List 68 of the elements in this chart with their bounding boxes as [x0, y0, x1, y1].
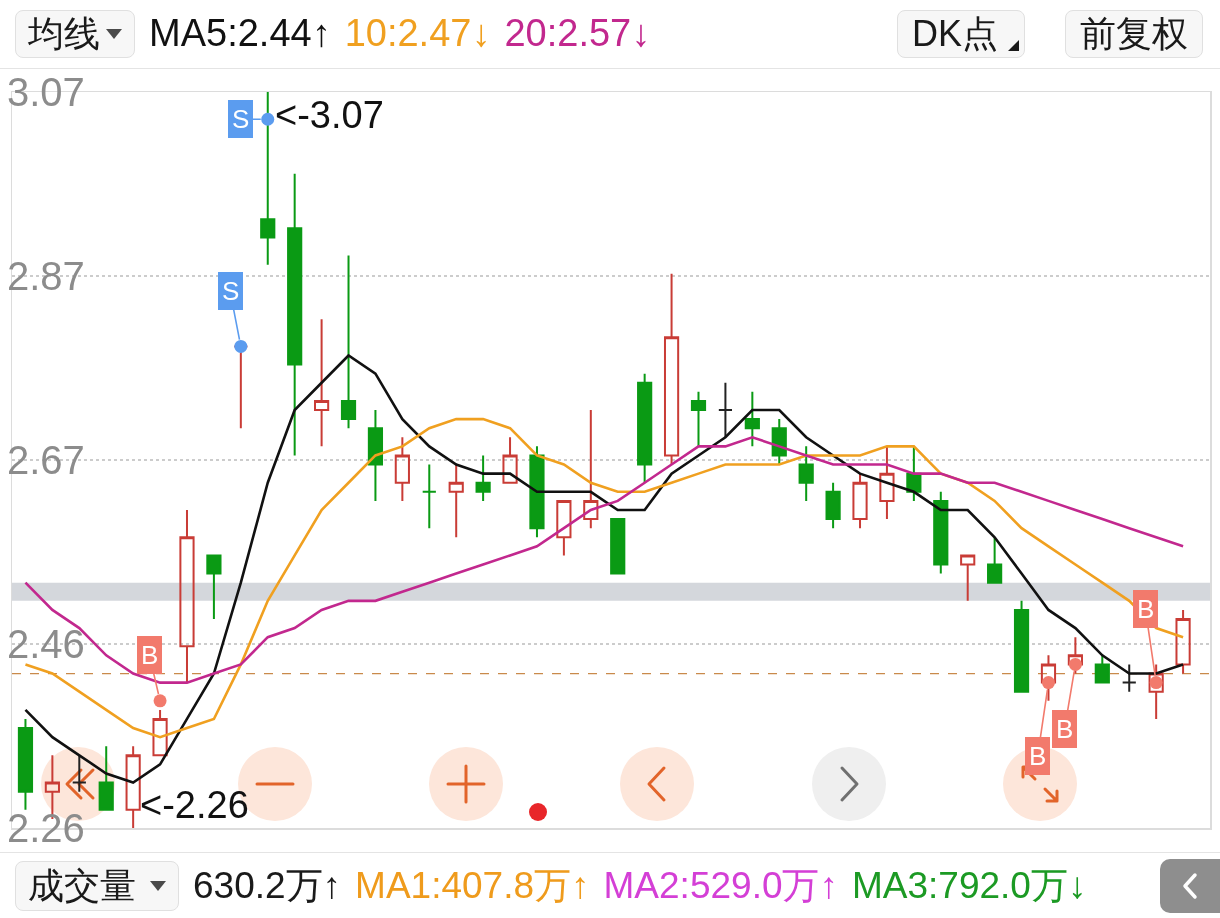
candlestick: [1013, 599, 1030, 693]
dropdown-button: 成交量: [15, 861, 179, 911]
candlestick: [448, 463, 464, 539]
point: [234, 339, 248, 353]
candlestick: [663, 272, 680, 466]
candlestick: [17, 717, 34, 811]
legend-title: 均线: [28, 13, 100, 55]
candlestick: [502, 436, 518, 484]
candlestick: [206, 554, 222, 621]
text: 10:2.47↓: [344, 12, 491, 56]
text: 20:2.57↓: [504, 12, 651, 56]
data-label: B: [1056, 714, 1074, 744]
data-label: S: [232, 104, 250, 134]
candlestick: [340, 254, 357, 430]
point: [1041, 676, 1055, 690]
data-label: B: [141, 640, 159, 670]
data-label: S: [222, 276, 240, 306]
candlestick: [394, 436, 410, 502]
candlestick: [879, 445, 895, 521]
candlestick: [1094, 654, 1110, 684]
candlestick: [152, 708, 168, 757]
candlestick: [933, 490, 949, 575]
point: [261, 112, 275, 126]
button: 前复权: [1065, 10, 1203, 58]
candlestick: [71, 754, 87, 793]
candlestick: [610, 518, 626, 575]
candlestick: [1175, 608, 1191, 675]
text: MA3:792.0万↓: [852, 864, 1087, 908]
candlestick: [367, 409, 384, 502]
candlestick: [744, 390, 760, 448]
candlestick: [556, 499, 572, 557]
candlestick: [798, 445, 814, 502]
y-tick-label: 3.07: [7, 70, 85, 114]
candlestick: [771, 418, 787, 466]
candlestick: [475, 454, 491, 502]
candlestick: [98, 745, 114, 811]
point: [153, 694, 167, 708]
candlestick: [529, 445, 545, 539]
dropdown-button: 均线: [15, 10, 135, 58]
point: [1149, 676, 1163, 690]
candlestick: [1121, 663, 1137, 693]
data-label: B: [1029, 741, 1047, 771]
y-tick-label: 2.46: [7, 622, 85, 666]
y-tick-label: 2.87: [7, 254, 85, 298]
candlestick: [179, 508, 195, 684]
data-label: B: [1137, 594, 1155, 624]
candlestick: [960, 554, 976, 602]
text: MA5:2.44↑: [149, 12, 331, 56]
candlestick: [421, 463, 437, 530]
button: DK点: [897, 10, 1025, 58]
text: 630.2万↑: [193, 864, 342, 908]
text: MA1:407.8万↑: [355, 864, 590, 908]
y-tick-label: 2.26: [7, 806, 85, 850]
annotation: <-3.07: [275, 94, 384, 136]
candlestick: [717, 381, 734, 439]
candlestick: [852, 472, 868, 530]
y-tick-label: 2.67: [7, 438, 85, 482]
annotation: <-2.26: [140, 784, 249, 826]
candlestick: [690, 390, 707, 448]
candlestick: [314, 318, 330, 448]
candlestick: [825, 481, 841, 530]
candlestick: [287, 172, 303, 457]
point: [1068, 657, 1082, 671]
text: MA2:529.0万↑: [603, 864, 838, 908]
candlestick: [637, 372, 653, 484]
candlestick: [583, 409, 599, 530]
candlestick: [987, 536, 1003, 584]
candlestick: [125, 745, 141, 828]
